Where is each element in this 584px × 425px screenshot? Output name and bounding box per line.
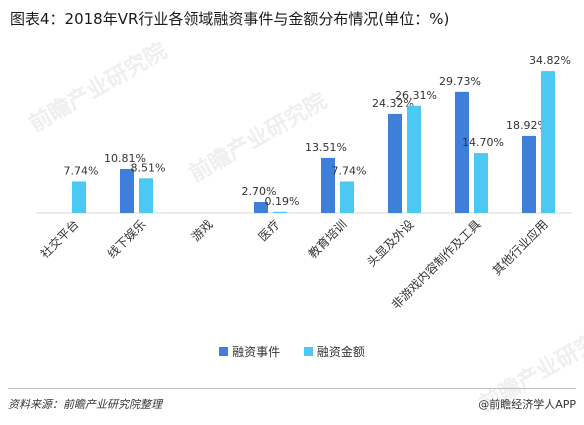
data-label: 0.19% (265, 195, 300, 208)
data-label: 24.32% (372, 97, 414, 110)
bar-amount (340, 181, 354, 213)
bar-amount (72, 181, 86, 213)
bar-events (254, 201, 268, 213)
chart-title: 图表4：2018年VR行业各领域融资事件与金额分布情况(单位：%) (10, 10, 450, 28)
data-label: 14.70% (462, 136, 504, 149)
data-label: 7.74% (64, 164, 99, 177)
bar-events (120, 168, 134, 213)
x-tick-label: 头显及外设 (364, 217, 416, 269)
data-label: 29.73% (439, 75, 481, 88)
x-tick-label: 其他行业应用 (489, 217, 551, 279)
bar-amount (541, 71, 555, 214)
footer-divider (8, 388, 576, 389)
legend-label-events: 融资事件 (232, 345, 281, 359)
source-note: 资料来源：前瞻产业研究院整理 (8, 398, 162, 411)
data-label: 10.81% (104, 152, 146, 165)
bar-events (321, 157, 335, 213)
bar-amount (407, 105, 421, 213)
x-tick-label: 线下娱乐 (105, 217, 149, 261)
bar-chart: 7.74% 社交平台 10.81%8.51% 线下娱乐 游戏 2.70%0.19% 医疗 13… (36, 54, 572, 312)
legend: 融资事件 融资金额 (0, 343, 584, 360)
bar-events (388, 113, 402, 213)
brand-credit: @前瞻经济学人APP (478, 398, 576, 411)
x-tick-label: 社交平台 (37, 217, 82, 262)
data-label: 2.70% (242, 185, 277, 198)
legend-swatch-events (219, 347, 229, 356)
legend-item-events: 融资事件 (219, 343, 280, 360)
bar-amount (139, 178, 153, 213)
data-label: 26.31% (395, 89, 437, 102)
data-label: 34.82% (529, 54, 571, 67)
bar-events (455, 91, 469, 213)
bar-amount (474, 153, 488, 213)
data-label: 7.74% (332, 164, 367, 177)
legend-item-amount: 融资金额 (303, 343, 365, 360)
x-tick-label: 医疗 (256, 217, 283, 244)
bar-events (522, 135, 536, 213)
data-label: 13.51% (305, 141, 347, 154)
legend-label-amount: 融资金额 (316, 345, 365, 359)
bar-amount (273, 211, 287, 213)
data-label: 18.92% (506, 119, 548, 132)
legend-swatch-amount (303, 347, 313, 356)
data-label: 8.51% (131, 161, 166, 174)
x-tick-label: 游戏 (189, 217, 216, 244)
x-tick-label: 教育培训 (305, 217, 350, 262)
